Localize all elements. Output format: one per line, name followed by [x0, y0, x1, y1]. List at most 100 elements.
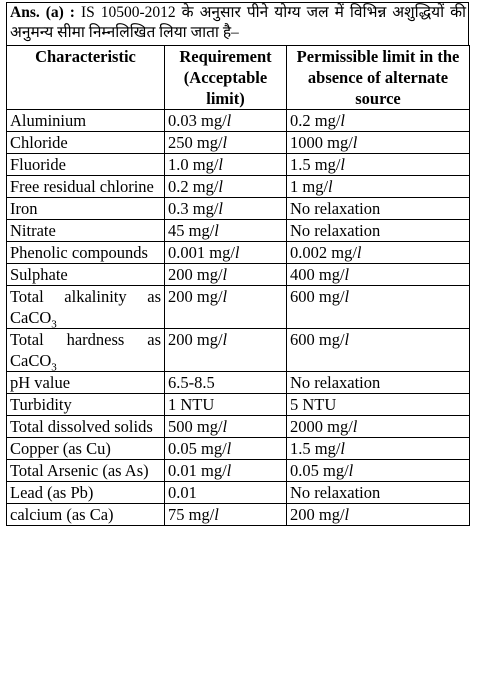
permissible-cell: 600 mg/l: [286, 328, 470, 372]
requirement-cell-value: 0.3 mg/: [168, 199, 219, 218]
permissible-cell: 0.05 mg/l: [286, 459, 470, 482]
table-row: Total Arsenic (as As) 0.01 mg/l 0.05 mg/l: [6, 459, 470, 482]
permissible-cell-value: 0.2 mg/: [290, 111, 341, 130]
table-row: calcium (as Ca) 75 mg/l 200 mg/l: [6, 503, 470, 526]
characteristic-cell: Lead (as Pb): [6, 481, 165, 504]
permissible-cell-unit: l: [344, 330, 350, 349]
requirement-cell: 0.001 mg/l: [164, 241, 287, 264]
permissible-cell-value: No relaxation: [290, 373, 381, 392]
permissible-cell: 600 mg/l: [286, 285, 470, 329]
requirement-cell: 0.05 mg/l: [164, 437, 287, 460]
permissible-cell: 5 NTU: [286, 393, 470, 416]
requirement-cell: 0.01: [164, 481, 287, 504]
characteristic-cell: Free residual chlorine: [6, 175, 165, 198]
characteristic-subscript: 3: [51, 318, 57, 331]
requirement-cell-value: 6.5-8.5: [168, 373, 215, 392]
characteristic-text: Fluoride: [10, 155, 66, 174]
requirement-cell-value: 75 mg/: [168, 505, 215, 524]
table-row: Free residual chlorine 0.2 mg/l 1 mg/l: [6, 175, 470, 198]
characteristic-text: Copper (as Cu): [10, 439, 111, 458]
table-row: pH value 6.5-8.5 No relaxation: [6, 371, 470, 394]
permissible-cell-unit: l: [344, 265, 350, 284]
permissible-cell-value: 600 mg/: [290, 287, 345, 306]
requirement-cell-unit: l: [226, 461, 232, 480]
requirement-cell-unit: l: [226, 439, 232, 458]
table-row: Fluoride 1.0 mg/l 1.5 mg/l: [6, 153, 470, 176]
characteristic-cell: Total Arsenic (as As): [6, 459, 165, 482]
characteristic-text: pH value: [10, 373, 71, 392]
permissible-cell-value: 5 NTU: [290, 395, 337, 414]
characteristic-text: Free residual chlorine: [10, 177, 154, 196]
intro-text: IS 10500-2012 के अनुसार पीने योग्य जल मे…: [10, 4, 467, 41]
requirement-cell-value: 0.2 mg/: [168, 177, 219, 196]
characteristic-text: Total Arsenic (as As): [10, 461, 149, 480]
permissible-cell-value: 1 mg/: [290, 177, 329, 196]
requirement-cell: 0.2 mg/l: [164, 175, 287, 198]
requirement-cell: 1.0 mg/l: [164, 153, 287, 176]
table-row: Phenolic compounds 0.001 mg/l 0.002 mg/l: [6, 241, 470, 264]
requirement-cell-unit: l: [214, 505, 219, 524]
intro-paragraph: Ans. (a) : IS 10500-2012 के अनुसार पीने …: [6, 2, 469, 45]
permissible-cell: No relaxation: [286, 481, 470, 504]
requirement-cell-value: 500 mg/: [168, 417, 223, 436]
requirement-cell: 250 mg/l: [164, 131, 287, 154]
permissible-cell: 1.5 mg/l: [286, 437, 470, 460]
permissible-cell-unit: l: [344, 287, 350, 306]
characteristic-text: Chloride: [10, 133, 68, 152]
permissible-cell-unit: l: [352, 133, 358, 152]
characteristic-text: calcium (as Ca): [10, 505, 114, 524]
requirement-cell: 6.5-8.5: [164, 371, 287, 394]
permissible-cell: 2000 mg/l: [286, 415, 470, 438]
requirement-cell: 500 mg/l: [164, 415, 287, 438]
requirement-cell-unit: l: [222, 265, 228, 284]
characteristic-cell: Iron: [6, 197, 165, 220]
requirement-cell: 200 mg/l: [164, 285, 287, 329]
requirement-cell-value: 0.05 mg/: [168, 439, 227, 458]
permissible-cell: 400 mg/l: [286, 263, 470, 286]
characteristic-cell: pH value: [6, 371, 165, 394]
characteristic-text: Iron: [10, 199, 38, 218]
permissible-cell: 200 mg/l: [286, 503, 470, 526]
characteristic-cell: Total alkalinity as CaCO3: [6, 285, 165, 331]
characteristic-cell: Copper (as Cu): [6, 437, 165, 460]
characteristic-cell: Chloride: [6, 131, 165, 154]
requirement-cell: 1 NTU: [164, 393, 287, 416]
characteristic-cell: Fluoride: [6, 153, 165, 176]
permissible-cell-value: No relaxation: [290, 199, 381, 218]
table-row: Lead (as Pb) 0.01 No relaxation: [6, 481, 470, 504]
requirement-cell-unit: l: [222, 330, 228, 349]
requirement-cell-value: 0.01 mg/: [168, 461, 227, 480]
characteristic-cell: Total dissolved solids: [6, 415, 165, 438]
characteristic-cell: Aluminium: [6, 109, 165, 132]
requirement-cell-value: 200 mg/: [168, 287, 223, 306]
permissible-cell-value: 600 mg/: [290, 330, 345, 349]
table-body: Aluminium 0.03 mg/l 0.2 mg/l Chloride 250 mg…: [6, 109, 470, 526]
table-row: Copper (as Cu) 0.05 mg/l 1.5 mg/l: [6, 437, 470, 460]
characteristic-cell: calcium (as Ca): [6, 503, 165, 526]
permissible-cell-value: 0.002 mg/: [290, 243, 357, 262]
table-header-row: Characteristic Requirement (Acceptable l…: [6, 45, 470, 110]
permissible-cell-value: 1.5 mg/: [290, 155, 341, 174]
requirement-cell: 200 mg/l: [164, 263, 287, 286]
requirement-cell-value: 250 mg/: [168, 133, 223, 152]
permissible-cell-unit: l: [348, 461, 354, 480]
requirement-cell-unit: l: [218, 199, 224, 218]
table-row: Aluminium 0.03 mg/l 0.2 mg/l: [6, 109, 470, 132]
requirement-cell-value: 200 mg/: [168, 265, 223, 284]
requirement-cell: 0.03 mg/l: [164, 109, 287, 132]
requirement-cell-unit: l: [218, 177, 224, 196]
requirement-cell-unit: l: [222, 287, 228, 306]
requirement-cell-value: 0.001 mg/: [168, 243, 235, 262]
requirement-cell: 200 mg/l: [164, 328, 287, 372]
permissible-cell-unit: l: [356, 243, 362, 262]
requirement-cell-value: 200 mg/: [168, 330, 223, 349]
permissible-cell-unit: l: [352, 417, 358, 436]
requirement-cell-value: 0.01: [168, 483, 197, 502]
characteristic-text: Total dissolved solids: [10, 417, 153, 436]
permissible-cell-value: 1.5 mg/: [290, 439, 341, 458]
characteristic-text: Nitrate: [10, 221, 56, 240]
permissible-cell-value: 400 mg/: [290, 265, 345, 284]
permissible-cell-unit: l: [328, 177, 333, 196]
permissible-cell: 1000 mg/l: [286, 131, 470, 154]
table-row: Iron 0.3 mg/l No relaxation: [6, 197, 470, 220]
